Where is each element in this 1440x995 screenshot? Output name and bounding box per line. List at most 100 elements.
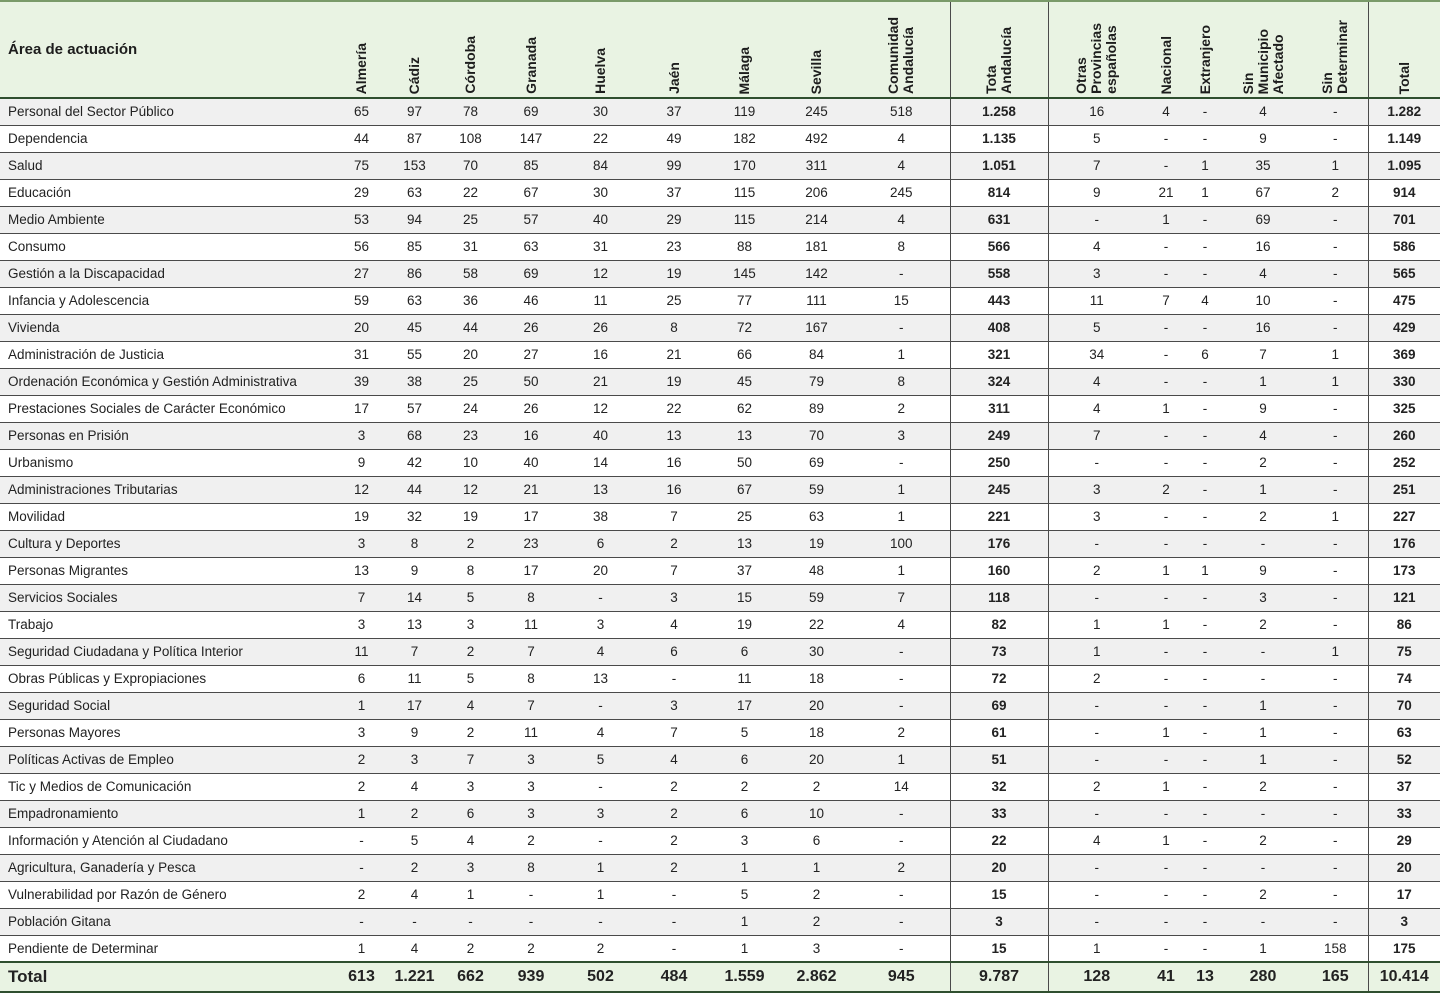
table-cell: 78 <box>441 98 500 125</box>
table-cell: 69 <box>949 692 1048 719</box>
table-cell: 14 <box>562 449 639 476</box>
table-cell: - <box>1303 314 1368 341</box>
table-cell: 63 <box>388 287 441 314</box>
table-cell: 2 <box>1223 449 1303 476</box>
table-cell: - <box>1187 854 1223 881</box>
table-cell: 1 <box>1047 611 1145 638</box>
table-cell: 6 <box>441 800 500 827</box>
table-cell: 4 <box>388 773 441 800</box>
table-cell: 2 <box>388 800 441 827</box>
table-cell: 4 <box>639 611 709 638</box>
row-area-label: Información y Atención al Ciudadano <box>0 827 335 854</box>
table-cell: 2 <box>1047 665 1145 692</box>
table-cell: 7 <box>1223 341 1303 368</box>
table-cell: 29 <box>639 206 709 233</box>
table-row: Población Gitana - - - - - -1 2-3- - - - -3 <box>0 908 1440 935</box>
table-row: Personal del Sector Público 65 97 78 69 30 37 1… <box>0 98 1440 125</box>
table-row: Pendiente de Determinar 1 4 2 2 2-1 3-15 1- -1 15… <box>0 935 1440 962</box>
row-area-label: Seguridad Ciudadana y Política Interior <box>0 638 335 665</box>
table-cell: 111 <box>780 287 853 314</box>
table-cell: 59 <box>780 476 853 503</box>
table-cell: 142 <box>780 260 853 287</box>
table-cell: 173 <box>1367 557 1440 584</box>
row-area-label: Servicios Sociales <box>0 584 335 611</box>
table-cell: - <box>1223 530 1303 557</box>
table-cell: 77 <box>709 287 780 314</box>
table-cell: 1 <box>1223 476 1303 503</box>
table-cell: - <box>1187 233 1223 260</box>
column-header: Almería <box>335 0 388 99</box>
table-cell: 56 <box>335 233 388 260</box>
table-cell: 97 <box>388 98 441 125</box>
table-cell: 1 <box>441 881 500 908</box>
table-cell: 2 <box>335 881 388 908</box>
table-cell: - <box>1145 854 1187 881</box>
table-cell: 21 <box>562 368 639 395</box>
column-header: Cádiz <box>388 0 441 99</box>
table-cell: 7 <box>388 638 441 665</box>
table-cell: 245 <box>780 98 853 125</box>
table-cell: 8 <box>500 584 562 611</box>
table-cell: 408 <box>949 314 1048 341</box>
table-cell: 84 <box>562 152 639 179</box>
table-cell: 59 <box>335 287 388 314</box>
table-cell: 7 <box>500 692 562 719</box>
table-cell: 8 <box>388 530 441 557</box>
table-cell: 311 <box>780 152 853 179</box>
table-cell: - <box>1223 638 1303 665</box>
table-row: Urbanismo 9 42 10 40 14 16 50 69-250- - -2-252 <box>0 449 1440 476</box>
table-cell: 7 <box>1145 287 1187 314</box>
table-cell: - <box>853 800 950 827</box>
table-cell: 1 <box>1303 341 1368 368</box>
table-cell: - <box>1187 503 1223 530</box>
table-cell: - <box>562 827 639 854</box>
table-cell: - <box>639 908 709 935</box>
table-row: Trabajo 3 13 3 11 3 4 19 22 4 82 1 1-2-86 <box>0 611 1440 638</box>
table-cell: - <box>1187 746 1223 773</box>
table-cell: - <box>1187 476 1223 503</box>
column-header: Nacional <box>1145 0 1187 99</box>
table-cell: 1 <box>1145 206 1187 233</box>
total-cell: 128 <box>1047 962 1145 992</box>
table-cell: 20 <box>335 314 388 341</box>
table-cell: 44 <box>388 476 441 503</box>
table-cell: 814 <box>949 179 1048 206</box>
table-cell: - <box>1303 530 1368 557</box>
table-cell: 22 <box>780 611 853 638</box>
table-row: Seguridad Social 1 17 4 7-3 17 20-69- - -1-70 <box>0 692 1440 719</box>
table-cell: 33 <box>1367 800 1440 827</box>
row-area-label: Empadronamiento <box>0 800 335 827</box>
table-cell: - <box>1047 530 1145 557</box>
table-cell: 5 <box>441 584 500 611</box>
table-cell: 8 <box>853 368 950 395</box>
table-cell: 2 <box>388 854 441 881</box>
total-cell: 502 <box>562 962 639 992</box>
table-cell: 252 <box>1367 449 1440 476</box>
table-cell: 25 <box>639 287 709 314</box>
table-cell: - <box>1303 233 1368 260</box>
table-cell: 2 <box>562 935 639 962</box>
table-cell: 330 <box>1367 368 1440 395</box>
table-cell: 4 <box>853 125 950 152</box>
table-cell: 70 <box>1367 692 1440 719</box>
table-cell: 1 <box>1303 152 1368 179</box>
table-cell: 13 <box>709 530 780 557</box>
table-cell: - <box>1145 908 1187 935</box>
table-cell: - <box>639 881 709 908</box>
header-row: Área de actuación Almería Cádiz Córdoba Gra… <box>0 0 1440 99</box>
column-header-label: Sevilla <box>808 49 824 94</box>
table-cell: - <box>1187 449 1223 476</box>
table-cell: 181 <box>780 233 853 260</box>
table-cell: - <box>1145 368 1187 395</box>
table-cell: - <box>1303 908 1368 935</box>
table-row: Educación 29 63 22 67 30 37 115 206 245 814 9 21 1 67 2… <box>0 179 1440 206</box>
table-cell: 631 <box>949 206 1048 233</box>
table-cell: 12 <box>441 476 500 503</box>
table-cell: 27 <box>500 341 562 368</box>
table-cell: 3 <box>500 746 562 773</box>
table-cell: 8 <box>500 665 562 692</box>
table-cell: - <box>1223 908 1303 935</box>
table-cell: 1 <box>853 746 950 773</box>
column-header-label: Almería <box>353 42 369 94</box>
table-row: Gestión a la Discapacidad 27 86 58 69 12 19 145… <box>0 260 1440 287</box>
